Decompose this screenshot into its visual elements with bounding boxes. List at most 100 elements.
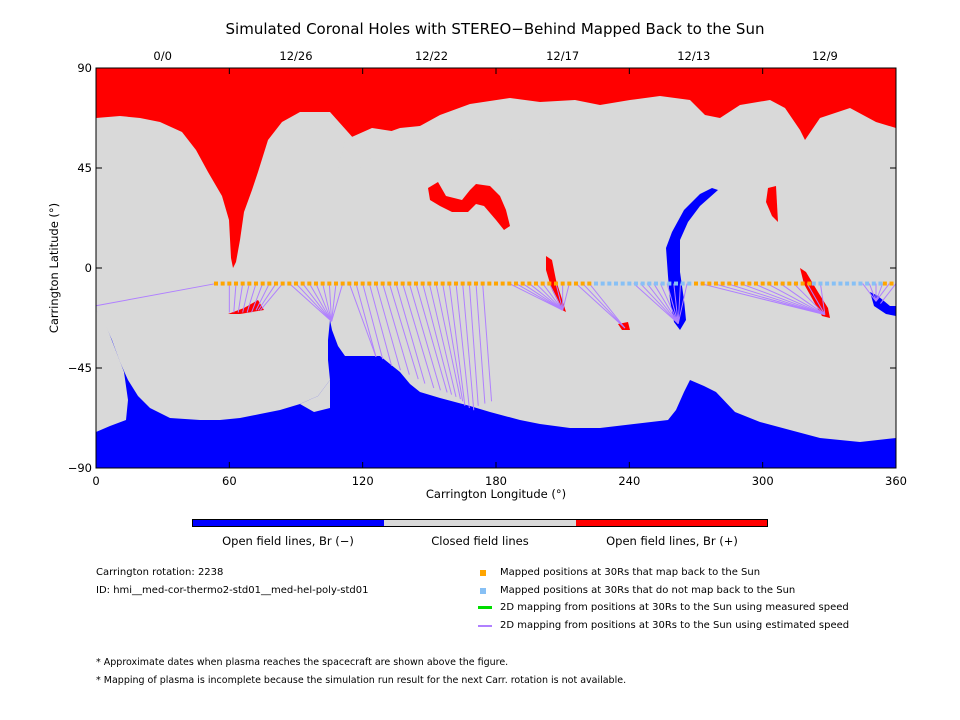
- unmapped-point: [831, 281, 836, 286]
- mapping-line: [666, 283, 679, 324]
- unmapped-point: [687, 281, 692, 286]
- mapped-point: [387, 281, 392, 286]
- mapped-point: [394, 281, 398, 286]
- mapping-line: [575, 283, 626, 329]
- mapping-line: [515, 283, 563, 311]
- y-tick-label: 0: [85, 261, 92, 275]
- mapping-line: [522, 283, 563, 311]
- mapped-point: [480, 281, 485, 286]
- date-tick-label: 12/17: [546, 49, 579, 63]
- mapping-line: [462, 283, 475, 411]
- mapped-point: [414, 281, 418, 286]
- mapped-point: [340, 281, 345, 286]
- closed-cutout: [96, 310, 128, 432]
- mapping-line: [288, 283, 332, 322]
- x-tick-label: 300: [752, 474, 774, 488]
- colorbar-closed: [384, 520, 576, 526]
- mapping-line: [740, 283, 826, 316]
- mapped-point: [427, 281, 432, 286]
- closed-bubble: [338, 110, 560, 170]
- mapped-point: [294, 281, 298, 286]
- mapped-point: [334, 281, 338, 286]
- unmapped-point: [871, 281, 876, 286]
- mapping-line: [875, 283, 884, 302]
- mapping-line: [659, 283, 679, 324]
- mapped-point: [220, 281, 225, 286]
- mapping-line: [555, 283, 564, 311]
- x-tick-label: 60: [222, 474, 237, 488]
- legend-mapped: Mapped positions at 30Rs that map back t…: [478, 567, 760, 578]
- mapped-point: [300, 281, 305, 286]
- unmapped-point: [680, 281, 685, 286]
- mapped-point: [760, 281, 765, 286]
- mapped-point: [407, 281, 412, 286]
- mapping-line: [640, 283, 679, 324]
- legend-measured: 2D mapping from positions at 30Rs to the…: [478, 602, 849, 613]
- blue-square-icon: [480, 587, 486, 594]
- mapping-line: [562, 283, 570, 311]
- legend-unmapped-label: Mapped positions at 30Rs that do not map…: [500, 585, 796, 596]
- mapped-point: [487, 281, 492, 286]
- mapping-line: [753, 283, 826, 316]
- mapping-line: [331, 283, 344, 322]
- mapped-point: [434, 281, 438, 286]
- mapping-line: [677, 283, 688, 324]
- y-tick-label: −90: [68, 461, 92, 475]
- orange-square-icon: [480, 569, 486, 576]
- mapping-line: [415, 283, 448, 393]
- mapped-point: [467, 281, 472, 286]
- mapping-line: [435, 283, 461, 400]
- mapping-line: [233, 283, 237, 313]
- chart-svg: 0 60 120 180 240 300 360 90 45 0 −45 −90 0/0 12/26 1…: [47, 49, 907, 501]
- unmapped-point: [634, 281, 638, 286]
- mapping-line: [242, 283, 250, 313]
- mapped-point: [474, 281, 478, 286]
- unmapped-point: [600, 281, 605, 286]
- mapped-point: [500, 281, 505, 286]
- colorbar-label-positive: Open field lines, Br (+): [606, 534, 738, 548]
- mapped-point: [747, 281, 752, 286]
- mapping-line: [880, 283, 897, 304]
- mapped-point: [534, 281, 538, 286]
- mapping-line: [331, 283, 337, 322]
- mapping-line: [422, 283, 453, 395]
- mapping-line: [677, 283, 681, 324]
- mapped-point: [554, 281, 558, 286]
- unmapped-point: [660, 281, 665, 286]
- mapped-point: [567, 281, 572, 286]
- mapping-line: [646, 283, 679, 324]
- mapping-line: [482, 283, 493, 402]
- mapped-point: [287, 281, 292, 286]
- mapped-point: [347, 281, 352, 286]
- mapped-point: [767, 281, 772, 286]
- positive-north-coronal-hole: [96, 68, 896, 268]
- chart-title: Simulated Coronal Holes with STEREO−Behi…: [225, 20, 765, 38]
- unmapped-point: [620, 281, 625, 286]
- mapped-point: [580, 281, 585, 286]
- closed-cutout: [300, 380, 330, 412]
- mapped-point: [740, 281, 745, 286]
- run-id: ID: hmi__med-cor-thermo2-std01__med-hel-…: [96, 585, 369, 596]
- mapped-point: [454, 281, 458, 286]
- mapped-point: [314, 281, 318, 286]
- mapping-line: [475, 283, 486, 404]
- mapped-point: [547, 281, 552, 286]
- unmapped-point: [825, 281, 830, 286]
- mapped-point: [754, 281, 758, 286]
- unmapped-point: [845, 281, 850, 286]
- colorbar-positive: [575, 520, 767, 526]
- plot-area: [95, 67, 897, 469]
- mapping-line: [448, 283, 466, 406]
- y-axis-label: Carrington Latitude (°): [47, 203, 61, 333]
- date-tick-label: 12/13: [677, 49, 710, 63]
- mapping-line: [653, 283, 679, 324]
- mapping-line: [468, 283, 479, 406]
- mapping-line: [251, 283, 264, 313]
- mapping-line: [819, 283, 826, 315]
- mapping-line: [348, 283, 377, 358]
- mapped-point: [780, 281, 785, 286]
- mapping-line: [766, 283, 826, 316]
- mapping-line: [780, 283, 826, 316]
- note-incomplete: * Mapping of plasma is incomplete becaus…: [96, 675, 627, 686]
- mapped-point: [807, 281, 812, 286]
